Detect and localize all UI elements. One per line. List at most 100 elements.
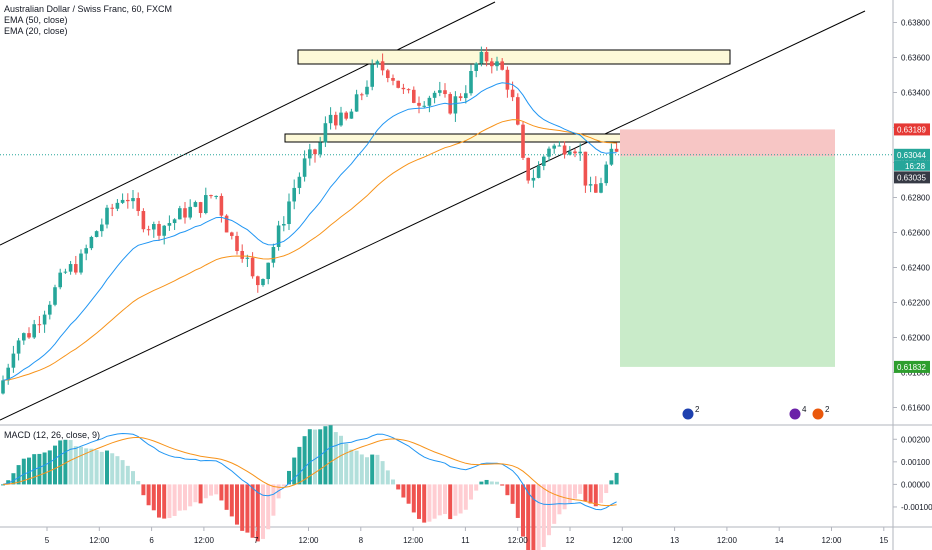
candle-body bbox=[443, 90, 447, 95]
candle-body bbox=[547, 148, 551, 157]
macd-histogram-bar bbox=[287, 470, 291, 485]
candle-body bbox=[68, 264, 73, 272]
macd-histogram-bar bbox=[131, 471, 135, 485]
candle-body bbox=[183, 208, 187, 218]
macd-histogram-bar bbox=[541, 484, 546, 548]
candle-body bbox=[344, 112, 348, 119]
macd-histogram-bar bbox=[203, 484, 208, 499]
candle-body bbox=[136, 198, 140, 212]
macd-histogram-bar bbox=[120, 460, 125, 485]
macd-histogram-bar bbox=[219, 484, 224, 501]
macd-histogram-bar bbox=[411, 484, 416, 513]
macd-histogram-bar bbox=[463, 484, 468, 510]
macd-histogram-bar bbox=[214, 484, 219, 495]
event-count: 2 bbox=[695, 405, 700, 414]
candle-body bbox=[604, 164, 608, 184]
macd-histogram-bar bbox=[193, 484, 198, 503]
candle-body bbox=[240, 251, 244, 259]
candle-body bbox=[115, 202, 120, 209]
candle-body bbox=[276, 225, 281, 247]
macd-histogram-bar bbox=[593, 484, 598, 507]
macd-histogram-bar bbox=[136, 481, 141, 485]
candle-body bbox=[84, 248, 88, 254]
macd-histogram-bar bbox=[479, 481, 484, 485]
candle-body bbox=[271, 246, 276, 263]
macd-histogram-bar bbox=[167, 484, 172, 518]
candle-body bbox=[58, 272, 62, 288]
macd-histogram-bar bbox=[84, 448, 89, 485]
macd-histogram-bar bbox=[474, 484, 479, 491]
candle-body bbox=[422, 105, 426, 107]
macd-histogram-bar bbox=[235, 484, 239, 525]
macd-histogram-bar bbox=[531, 484, 536, 550]
macd-histogram-bar bbox=[73, 446, 78, 485]
upper-channel-line bbox=[0, 1, 496, 246]
price-tick-label: 0.63400 bbox=[901, 89, 930, 98]
macd-histogram-bar bbox=[370, 454, 375, 485]
price-tick-label: 0.61600 bbox=[901, 404, 930, 413]
candle-body bbox=[198, 202, 203, 214]
event-marker-icon[interactable] bbox=[811, 407, 825, 421]
candle-body bbox=[438, 90, 442, 93]
candle-body bbox=[120, 199, 125, 203]
macd-histogram-bar bbox=[115, 456, 120, 485]
candle-body bbox=[282, 224, 286, 226]
candle-body bbox=[531, 177, 536, 181]
macd-tick-label: 0.00000 bbox=[901, 480, 930, 489]
macd-histogram-bar bbox=[323, 426, 328, 485]
macd-histogram-bar bbox=[188, 484, 193, 507]
candle-body bbox=[224, 215, 229, 233]
macd-histogram-bar bbox=[604, 484, 609, 494]
price-tick-label: 0.62400 bbox=[901, 264, 930, 273]
macd-tick-label: 0.00100 bbox=[901, 458, 930, 467]
entry-price-badge-text: 0.63035 bbox=[897, 173, 926, 182]
candle-body bbox=[583, 151, 588, 186]
chart-title: Australian Dollar / Swiss Franc, 60, FXC… bbox=[4, 4, 172, 14]
candle-body bbox=[458, 96, 463, 99]
macd-tick-label: -0.00100 bbox=[901, 503, 932, 512]
candle-body bbox=[578, 151, 582, 154]
time-tick-label: 15 bbox=[879, 536, 888, 545]
event-marker-icon[interactable] bbox=[681, 407, 695, 421]
macd-histogram-bar bbox=[53, 445, 57, 485]
candle-body bbox=[48, 304, 52, 315]
candle-body bbox=[349, 111, 354, 119]
macd-histogram-bar bbox=[79, 446, 83, 485]
macd-histogram-bar bbox=[339, 435, 343, 485]
macd-histogram-bar bbox=[302, 436, 307, 485]
candle-body bbox=[245, 257, 250, 259]
candle-body bbox=[375, 61, 380, 65]
stop-loss-zone[interactable] bbox=[620, 129, 835, 157]
trade-position[interactable] bbox=[0, 129, 893, 367]
ema-lines bbox=[2, 82, 617, 381]
candle-body bbox=[32, 324, 36, 338]
candle-body bbox=[193, 202, 198, 207]
candle-body bbox=[42, 314, 47, 325]
event-count: 2 bbox=[825, 405, 830, 414]
candle-body bbox=[427, 97, 432, 106]
macd-histogram-bar bbox=[469, 484, 473, 500]
target-price-badge-text: 0.61832 bbox=[897, 363, 926, 372]
macd-histogram-bar bbox=[307, 429, 312, 485]
candle-body bbox=[292, 187, 296, 202]
macd-histogram-bar bbox=[489, 481, 494, 485]
candle-body bbox=[16, 340, 21, 354]
macd-histogram-bar bbox=[1, 484, 5, 486]
macd-histogram-bar bbox=[6, 480, 11, 485]
event-marker-icon[interactable] bbox=[788, 407, 802, 421]
macd-histogram-bar bbox=[250, 484, 255, 538]
price-tick-label: 0.63600 bbox=[901, 54, 930, 63]
candle-body bbox=[594, 184, 598, 193]
countdown-label: 16:28 bbox=[905, 162, 926, 171]
macd-histogram-bar bbox=[396, 484, 401, 490]
candle-body bbox=[328, 114, 333, 124]
macd-histogram-bar bbox=[567, 484, 572, 504]
macd-histogram-bar bbox=[344, 443, 349, 485]
macd-histogram-bar bbox=[292, 457, 297, 485]
macd-histogram-bar bbox=[281, 484, 286, 487]
take-profit-zone[interactable] bbox=[620, 156, 835, 367]
macd-histogram-bar bbox=[63, 439, 68, 485]
signal-line bbox=[2, 436, 617, 507]
macd-histogram-bar bbox=[89, 448, 94, 485]
